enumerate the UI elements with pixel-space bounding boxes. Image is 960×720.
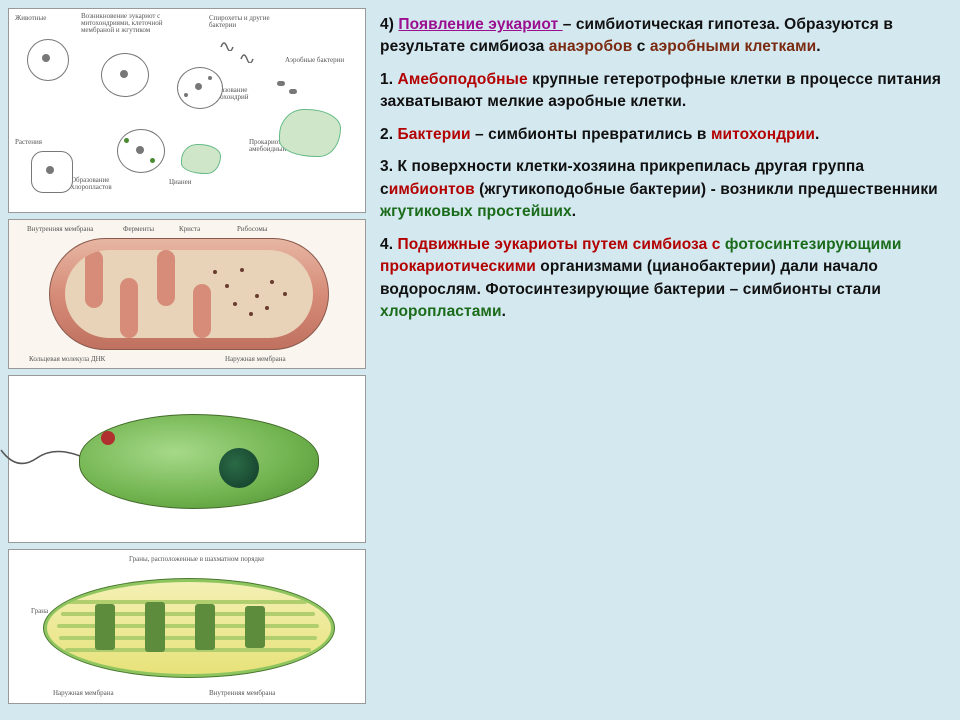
chl-dot <box>124 138 129 143</box>
spirochete-icon <box>239 49 257 63</box>
crista <box>157 250 175 306</box>
hl: хлоропластами <box>380 303 502 320</box>
lbl-ferments: Ферменты <box>123 226 154 233</box>
lbl-chl: Образование хлоропластов <box>71 177 141 191</box>
nucleus-dot <box>195 83 202 90</box>
aer: аэробными клетками <box>650 38 816 55</box>
lbl-aer: Аэробные бактерии <box>285 57 345 64</box>
txt: – симбионты превратились в <box>471 126 711 143</box>
aerobe-dot <box>289 89 297 94</box>
nucleus-dot <box>42 54 50 62</box>
fig-euglena <box>8 375 366 543</box>
nucleus-dot <box>120 70 128 78</box>
heading-link: Появление эукариот <box>398 16 562 33</box>
lbl-inner: Внутренняя мембрана <box>209 690 275 697</box>
cell-mito-form <box>177 67 223 109</box>
grana <box>195 604 215 650</box>
ribo-dot <box>225 284 229 288</box>
fig-mitochondrion: Внутренняя мембрана Ферменты Криста Рибо… <box>8 219 366 369</box>
hl: митохондрии <box>711 126 815 143</box>
lbl-dna: Кольцевая молекула ДНК <box>29 356 119 363</box>
para-2: 2. Бактерии – симбионты превратились в м… <box>380 124 942 146</box>
txt: . <box>816 38 820 55</box>
hl: Бактерии <box>398 126 471 143</box>
ribo-dot <box>283 292 287 296</box>
cell-plant <box>31 151 73 193</box>
para-1: 1. Амебоподобные крупные гетеротрофные к… <box>380 69 942 114</box>
crista <box>120 278 138 338</box>
cell-eukar <box>101 53 149 97</box>
ribo-dot <box>249 312 253 316</box>
spirochete-icon <box>219 37 237 51</box>
crista <box>193 284 211 338</box>
txt: Подвижные эукариоты путем симбиоза с <box>398 236 725 253</box>
cell-animal <box>27 39 69 81</box>
ribo-dot <box>265 306 269 310</box>
fig-endosymbiosis: Животные Растения Возникновение эукариот… <box>8 8 366 213</box>
txt: . <box>815 126 819 143</box>
lbl-eukar: Возникновение эукариот с митохондриями, … <box>81 13 191 34</box>
amoeba-icon <box>279 109 341 157</box>
hl: жгутиковых простейших <box>380 203 572 220</box>
lbl-crista: Криста <box>179 226 200 233</box>
anaer: анаэробов <box>549 38 633 55</box>
num: 2. <box>380 126 398 143</box>
num: 4. <box>380 236 398 253</box>
grana <box>145 602 165 652</box>
figures-column: Животные Растения Возникновение эукариот… <box>0 0 370 720</box>
lbl-grana-caption: Граны, расположенные в шахматном порядке <box>129 556 279 563</box>
nucleus-dot <box>46 166 54 174</box>
euglena-eyespot <box>101 431 115 445</box>
hl: Амебоподобные <box>398 71 528 88</box>
fig-chloroplast: Граны, расположенные в шахматном порядке… <box>8 549 366 704</box>
lbl-grana: Грана <box>31 608 48 615</box>
text-column: 4) Появление эукариот – симбиотическая г… <box>370 0 960 720</box>
cell-chl-form <box>117 129 165 173</box>
mito-dot <box>208 76 212 80</box>
grana <box>95 604 115 650</box>
nucleus-dot <box>136 146 144 154</box>
mito-matrix <box>65 250 313 338</box>
para-heading: 4) Появление эукариот – симбиотическая г… <box>380 14 942 59</box>
lbl-cyan: Цианеи <box>169 179 192 186</box>
ribo-dot <box>255 294 259 298</box>
txt: . <box>502 303 506 320</box>
lbl-outer: Наружная мембрана <box>53 690 114 697</box>
ribo-dot <box>270 280 274 284</box>
para-4: 4. Подвижные эукариоты путем симбиоза с … <box>380 234 942 324</box>
grana <box>245 606 265 648</box>
txt: с <box>632 38 650 55</box>
euglena-body <box>79 414 319 509</box>
lbl-outer-mem: Наружная мембрана <box>225 356 286 363</box>
txt: (жгутикоподобные бактерии) - возникли пр… <box>475 181 938 198</box>
lbl-plants: Растения <box>15 139 42 146</box>
num: 1. <box>380 71 398 88</box>
cyano-icon <box>181 144 221 174</box>
ribo-dot <box>213 270 217 274</box>
ribo-dot <box>240 268 244 272</box>
txt: . <box>572 203 576 220</box>
lbl-inner-mem: Внутренняя мембрана <box>27 226 93 233</box>
txt: прокариотическими <box>380 258 536 275</box>
euglena-nucleus <box>219 448 259 488</box>
num: 4) <box>380 16 398 33</box>
lbl-animals: Животные <box>15 15 46 22</box>
ribo-dot <box>233 302 237 306</box>
mito-dot <box>184 93 188 97</box>
aerobe-dot <box>277 81 285 86</box>
chl-inner <box>47 582 331 674</box>
chl-dot <box>150 158 155 163</box>
hl: фотосинтезирующими <box>725 236 902 253</box>
hl: имбионтов <box>389 181 475 198</box>
crista <box>85 250 103 308</box>
lbl-ribo: Рибосомы <box>237 226 267 233</box>
para-3: 3. К поверхности клетки-хозяина прикрепи… <box>380 156 942 223</box>
lbl-spir: Спирохеты и другие бактерии <box>209 15 287 29</box>
